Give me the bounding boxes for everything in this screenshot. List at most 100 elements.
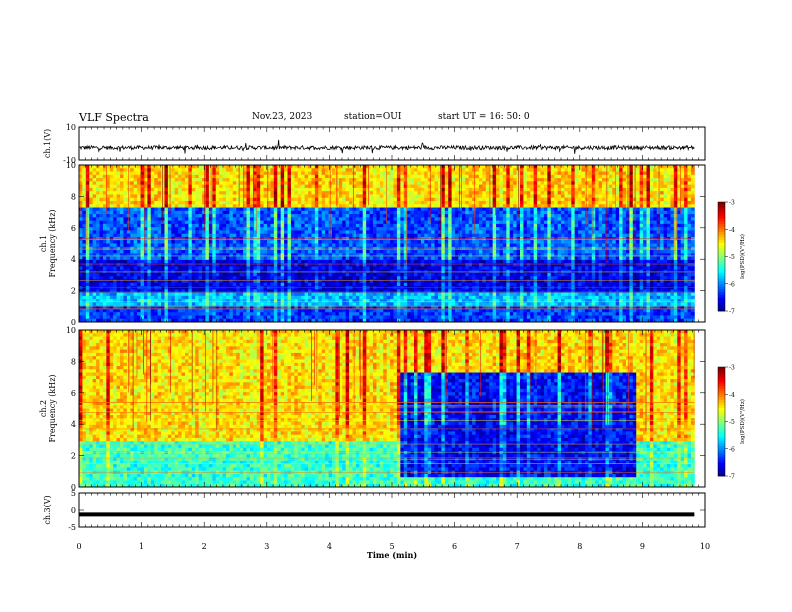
- spectrogram-cell: [198, 276, 203, 280]
- spectrogram-cell: [123, 210, 128, 215]
- spectrogram-cell: [376, 191, 381, 195]
- spectrogram-cell: [376, 207, 381, 212]
- spectrogram-cell: [256, 263, 261, 267]
- spectrogram-cell: [297, 168, 302, 172]
- spectrogram-cell: [167, 305, 172, 310]
- spectrogram-cell: [366, 174, 370, 179]
- spectrogram-cell: [188, 178, 193, 182]
- spectrogram-cell: [403, 276, 408, 280]
- spectrogram-cell: [219, 269, 223, 274]
- spectrogram-cell: [130, 187, 135, 192]
- spectrogram-cell: [390, 279, 394, 284]
- spectrogram-cell: [277, 230, 282, 235]
- spectrogram-cell: [232, 253, 237, 257]
- spectrogram-cell: [137, 240, 141, 244]
- spectrogram-cell: [116, 204, 121, 208]
- spectrogram-cell: [417, 243, 422, 248]
- spectrogram-cell: [109, 312, 114, 316]
- spectrogram-cell: [393, 184, 398, 189]
- spectrogram-cell: [355, 269, 360, 274]
- spectrogram-cell: [106, 194, 111, 199]
- spectrogram-cell: [277, 191, 282, 195]
- spectrogram-cell: [130, 315, 135, 320]
- spectrogram-cell: [85, 194, 90, 199]
- spectrogram-cell: [164, 250, 169, 254]
- spectrogram-cell: [410, 282, 415, 287]
- spectrogram-cell: [352, 181, 357, 186]
- spectrogram-cell: [243, 165, 247, 169]
- spectrogram-cell: [174, 194, 179, 199]
- spectrogram-cell: [222, 246, 227, 251]
- spectrogram-cell: [133, 184, 138, 189]
- spectrogram-cell: [249, 233, 254, 238]
- spectrogram-cell: [263, 197, 268, 202]
- spectrogram-cell: [304, 269, 309, 274]
- spectrogram-cell: [335, 305, 340, 310]
- spectrogram-cell: [366, 230, 370, 235]
- spectrogram-cell: [188, 299, 193, 303]
- spectrogram-cell: [184, 210, 189, 215]
- spectrogram-cell: [174, 302, 179, 307]
- spectrogram-cell: [304, 302, 309, 307]
- spectrogram-cell: [396, 200, 401, 205]
- spectrogram-cell: [410, 178, 415, 182]
- spectrogram-cell: [120, 220, 124, 225]
- spectrogram-cell: [96, 223, 100, 228]
- spectrogram-cell: [150, 318, 155, 323]
- spectrogram-cell: [249, 302, 254, 307]
- spectrogram-cell: [188, 243, 193, 248]
- spectrogram-cell: [328, 302, 333, 307]
- spectrogram-cell: [113, 200, 118, 205]
- spectrogram-cell: [198, 289, 203, 293]
- spectrogram-cell: [232, 243, 237, 248]
- spectrogram-cell: [335, 214, 340, 218]
- spectrogram-cell: [198, 299, 203, 303]
- spectrogram-cell: [191, 240, 196, 244]
- spectrogram-cell: [229, 210, 234, 215]
- spectrogram-cell: [314, 269, 319, 274]
- spectrogram-cell: [219, 174, 223, 179]
- spectrogram-cell: [328, 289, 333, 293]
- spectrogram-cell: [297, 243, 302, 248]
- spectrogram-cell: [253, 233, 258, 238]
- spectrogram-cell: [280, 282, 285, 287]
- spectrogram-cell: [373, 230, 377, 235]
- spectrogram-cell: [345, 217, 350, 221]
- spectrogram-cell: [369, 295, 374, 300]
- spectrogram-cell: [260, 233, 265, 238]
- spectrogram-cell: [287, 305, 292, 310]
- spectrogram-cell: [154, 220, 159, 225]
- spectrogram-cell: [171, 299, 176, 303]
- spectrogram-cell: [154, 165, 159, 169]
- spectrogram-cell: [263, 318, 268, 323]
- spectrogram-cell: [373, 305, 377, 310]
- spectrogram-cell: [284, 194, 288, 199]
- spectrogram-cell: [116, 165, 121, 169]
- spectrogram-cell: [335, 299, 340, 303]
- spectrogram-cell: [379, 243, 384, 248]
- spectrogram-cell: [318, 318, 323, 323]
- spectrogram-cell: [219, 305, 223, 310]
- spectrogram-cell: [270, 279, 275, 284]
- spectrogram-cell: [393, 259, 398, 264]
- spectrogram-cell: [393, 269, 398, 274]
- spectrogram-cell: [181, 174, 186, 179]
- spectrogram-cell: [143, 299, 148, 303]
- spectrogram-cell: [116, 302, 121, 307]
- spectrogram-cell: [232, 187, 237, 192]
- spectrogram-cell: [331, 207, 336, 212]
- spectrogram-cell: [96, 187, 100, 192]
- spectrogram-cell: [267, 246, 271, 251]
- spectrogram-cell: [249, 282, 254, 287]
- spectrogram-cell: [400, 272, 405, 277]
- spectrogram-cell: [188, 318, 193, 323]
- spectrogram-cell: [400, 174, 405, 179]
- spectrogram-cell: [359, 207, 364, 212]
- spectrogram-cell: [184, 279, 189, 284]
- spectrogram-cell: [414, 276, 418, 280]
- spectrogram-cell: [379, 272, 384, 277]
- spectrogram-cell: [126, 256, 131, 261]
- spectrogram-cell: [202, 204, 206, 208]
- spectrogram-cell: [366, 223, 370, 228]
- spectrogram-cell: [79, 318, 83, 323]
